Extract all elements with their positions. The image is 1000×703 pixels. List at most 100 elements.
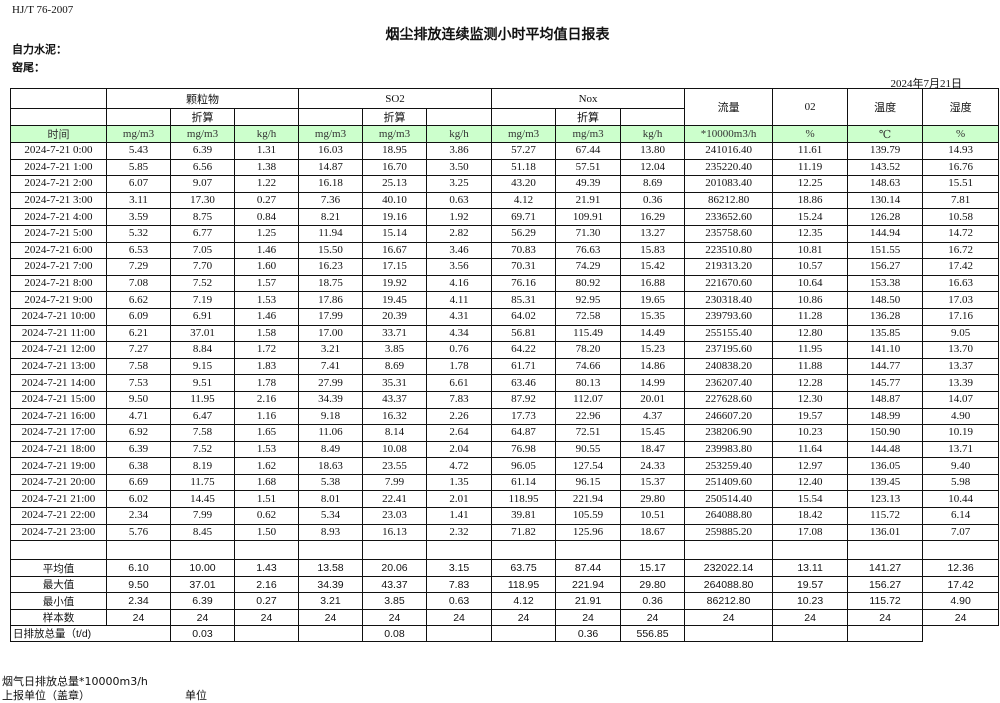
value-cell: 12.30 <box>772 390 849 409</box>
value-cell: 150.90 <box>847 424 924 442</box>
value-cell: 11.61 <box>772 142 849 160</box>
value-cell: 13.27 <box>620 224 686 243</box>
empty-cell <box>620 540 686 561</box>
value-cell: 9.18 <box>298 407 364 426</box>
value-cell: 37.01 <box>170 324 235 343</box>
value-cell: 112.07 <box>555 390 622 409</box>
value-cell: 13.71 <box>922 440 1000 459</box>
value-cell: 24 <box>684 608 774 627</box>
value-cell: 13.80 <box>620 142 686 160</box>
value-cell: 1.92 <box>426 208 493 226</box>
value-cell: 5.85 <box>106 158 171 177</box>
value-cell: 144.77 <box>847 357 924 376</box>
value-cell: 10.58 <box>922 208 1000 226</box>
value-cell: 3.56 <box>426 258 493 276</box>
row-label: 2024-7-21 13:00 <box>10 357 107 376</box>
value-cell: 14.72 <box>922 224 1000 243</box>
table-row: 2024-7-21 17:00 6.92 7.58 1.65 11.06 8.14 2.64… <box>10 424 1000 442</box>
value-cell: 8.75 <box>170 208 235 226</box>
value-cell: 8.19 <box>170 457 235 475</box>
value-cell: 148.50 <box>847 291 924 309</box>
table-row: 2024-7-21 15:00 9.50 11.95 2.16 34.39 43.37 7.… <box>10 390 1000 409</box>
value-cell: 35.31 <box>362 374 428 392</box>
value-cell: 7.83 <box>426 390 493 409</box>
value-cell: 148.87 <box>847 390 924 409</box>
value-cell: 13.70 <box>922 341 1000 359</box>
value-cell: 17.15 <box>362 258 428 276</box>
value-cell: 49.39 <box>555 175 622 193</box>
value-cell: 71.82 <box>491 523 557 542</box>
value-cell: 11.28 <box>772 307 849 326</box>
value-cell: 118.95 <box>491 575 557 594</box>
value-cell: 9.07 <box>170 175 235 193</box>
empty-cell <box>491 540 557 561</box>
table-row: 2024-7-21 20:00 6.69 11.75 1.68 5.38 7.99 1.35… <box>10 473 1000 492</box>
value-cell: 7.08 <box>106 274 171 293</box>
value-cell: 1.22 <box>233 175 300 193</box>
value-cell: 1.50 <box>233 523 300 542</box>
unit-cell: mg/m3 <box>362 125 428 143</box>
row-label: 2024-7-21 2:00 <box>10 175 107 193</box>
header-blank <box>298 108 364 126</box>
value-cell: 7.29 <box>106 258 171 276</box>
reporting-unit-label: 上报单位（盖章） <box>2 689 90 702</box>
value-cell: 153.38 <box>847 274 924 293</box>
value-cell: 0.36 <box>620 592 686 610</box>
value-cell: 16.29 <box>620 208 686 226</box>
value-cell: 0.36 <box>620 191 686 210</box>
value-cell: 127.54 <box>555 457 622 475</box>
value-cell: 11.95 <box>772 341 849 359</box>
value-cell: 86212.80 <box>684 592 774 610</box>
value-cell: 16.18 <box>298 175 364 193</box>
value-cell: 19.92 <box>362 274 428 293</box>
row-label: 2024-7-21 22:00 <box>10 507 107 525</box>
value-cell: 10.23 <box>772 592 849 610</box>
value-cell: 8.84 <box>170 341 235 359</box>
table-row: 2024-7-21 6:00 6.53 7.05 1.46 15.50 16.67 3.46… <box>10 241 1000 260</box>
table-row: 2024-7-21 12:00 7.27 8.84 1.72 3.21 3.85 0.76 6… <box>10 341 1000 359</box>
table-row: 2024-7-21 16:00 4.71 6.47 1.16 9.18 16.32 2.26… <box>10 407 1000 426</box>
header-particulate: 颗粒物 <box>105 88 300 109</box>
value-cell: 2.16 <box>233 575 300 594</box>
value-cell: 51.18 <box>491 158 557 177</box>
summary-row: 最小值 2.34 6.39 0.27 3.21 3.85 0.63 4.12 21.91 0.36… <box>10 592 1000 610</box>
row-label: 2024-7-21 14:00 <box>10 374 107 392</box>
table-row: 2024-7-21 21:00 6.02 14.45 1.51 8.01 22.41 2.0… <box>10 490 1000 509</box>
value-cell: 86212.80 <box>684 191 774 210</box>
value-cell: 29.80 <box>620 490 686 509</box>
daily-total-value: 556.85 <box>620 625 686 643</box>
value-cell: 15.35 <box>620 307 686 326</box>
value-cell: 18.42 <box>772 507 849 525</box>
value-cell: 7.07 <box>922 523 1000 542</box>
value-cell: 7.27 <box>106 341 171 359</box>
value-cell: 5.43 <box>106 142 171 160</box>
daily-total-value: 0.36 <box>555 625 622 643</box>
value-cell: 76.98 <box>491 440 557 459</box>
header-blank <box>106 108 171 126</box>
value-cell: 78.20 <box>555 341 622 359</box>
unit-cell: *10000m3/h <box>684 125 774 143</box>
value-cell: 14.87 <box>298 158 364 177</box>
value-cell: 29.80 <box>620 575 686 594</box>
value-cell: 17.73 <box>491 407 557 426</box>
value-cell: 1.16 <box>233 407 300 426</box>
value-cell: 1.68 <box>233 473 300 492</box>
value-cell: 14.99 <box>620 374 686 392</box>
daily-total-value <box>426 625 493 643</box>
header-o2: 02 <box>772 88 849 126</box>
value-cell: 7.83 <box>426 575 493 594</box>
value-cell: 6.39 <box>170 592 235 610</box>
value-cell: 221670.60 <box>684 274 774 293</box>
value-cell: 7.58 <box>106 357 171 376</box>
value-cell: 6.77 <box>170 224 235 243</box>
value-cell: 8.14 <box>362 424 428 442</box>
value-cell: 17.30 <box>170 191 235 210</box>
summary-row: 平均值 6.10 10.00 1.43 13.58 20.06 3.15 63.75 87.44… <box>10 559 1000 577</box>
unit-cell: kg/h <box>426 125 493 143</box>
value-cell: 8.01 <box>298 490 364 509</box>
header-blank <box>491 108 557 126</box>
value-cell: 4.90 <box>922 407 1000 426</box>
value-cell: 16.70 <box>362 158 428 177</box>
value-cell: 136.01 <box>847 523 924 542</box>
daily-total-value <box>847 625 924 643</box>
